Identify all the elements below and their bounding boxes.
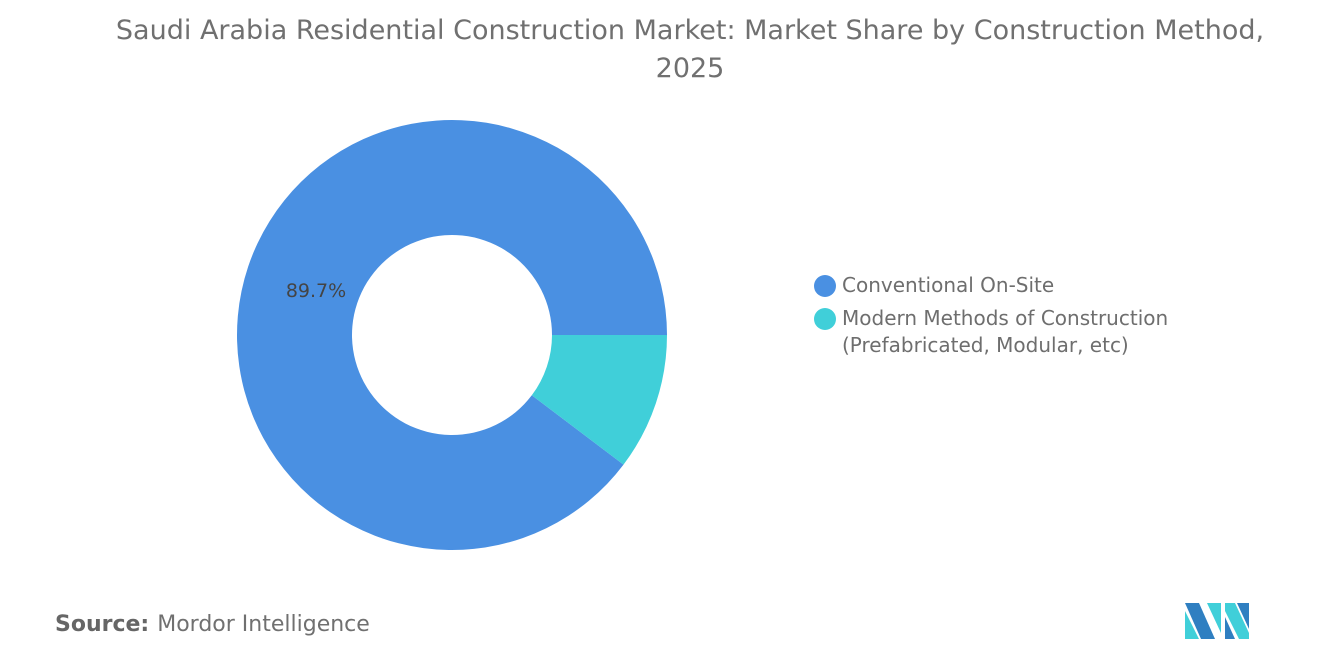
legend-swatch [814, 308, 836, 330]
slice-conventional[interactable] [237, 119, 668, 550]
data-label: 89.7% [286, 280, 346, 302]
source-value: Mordor Intelligence [157, 612, 370, 637]
source-label: Source: [55, 612, 150, 637]
mordor-intelligence-logo-icon [1185, 603, 1249, 639]
legend: Conventional On-Site Modern Methods of C… [814, 272, 1182, 365]
legend-label: Conventional On-Site [842, 273, 1055, 297]
source-note: Source: Mordor Intelligence [55, 612, 370, 637]
slice-modern[interactable] [531, 335, 667, 465]
chart-title: Saudi Arabia Residential Construction Ma… [115, 15, 1265, 84]
legend-item-modern[interactable]: Modern Methods of Construction (Prefabri… [814, 305, 1182, 359]
legend-swatch [814, 275, 836, 297]
legend-item-conventional[interactable]: Conventional On-Site [814, 272, 1182, 299]
legend-label: Modern Methods of Construction (Prefabri… [842, 306, 1169, 357]
